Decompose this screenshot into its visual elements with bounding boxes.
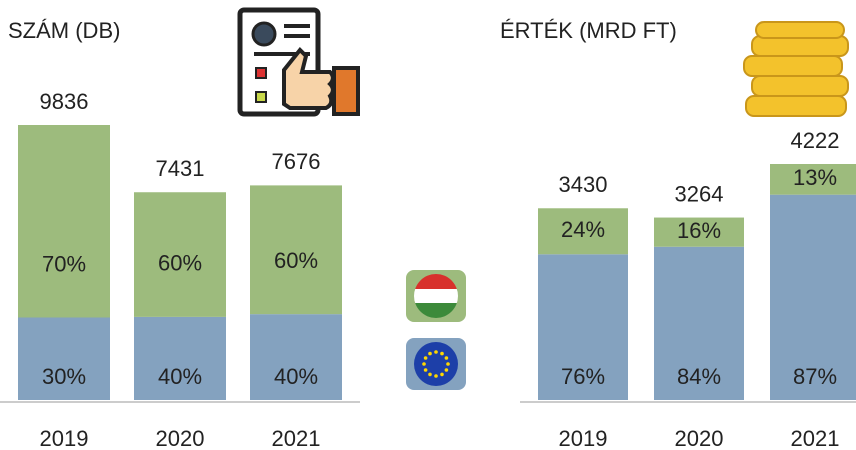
bar-segment	[654, 246, 744, 400]
bar-segment	[770, 164, 856, 195]
value-label: 40%	[274, 364, 318, 389]
hungarian-flag-icon	[406, 270, 466, 322]
bar-segment	[654, 217, 744, 247]
chart-title: ÉRTÉK (MRD FT)	[500, 18, 677, 43]
document-icon	[237, 7, 360, 117]
chart-title: SZÁM (DB)	[8, 18, 120, 43]
x-tick-label: 2019	[40, 426, 89, 450]
coins-icon	[743, 21, 849, 117]
value-label: 60%	[158, 251, 202, 276]
total-label: 3430	[559, 172, 608, 197]
total-label: 4222	[791, 128, 840, 153]
total-label: 7431	[156, 156, 205, 181]
value-label: 84%	[677, 364, 721, 389]
bar-segment	[250, 314, 342, 400]
value-label: 40%	[158, 364, 202, 389]
x-tick-label: 2020	[675, 426, 724, 450]
bar-segment	[134, 192, 226, 317]
value-label: 60%	[274, 248, 318, 273]
bar-segment	[18, 125, 110, 318]
x-tick-label: 2021	[272, 426, 321, 450]
value-label: 76%	[561, 364, 605, 389]
bar-segment	[18, 317, 110, 400]
total-label: 3264	[675, 181, 724, 206]
value-label: 30%	[42, 364, 86, 389]
x-tick-label: 2020	[156, 426, 205, 450]
x-tick-label: 2019	[559, 426, 608, 450]
value-label: 70%	[42, 251, 86, 276]
value-label: 16%	[677, 218, 721, 243]
total-label: 7676	[272, 149, 321, 174]
value-label: 13%	[793, 165, 837, 190]
bar-segment	[134, 316, 226, 400]
bar-segment	[538, 208, 628, 255]
eu-flag-icon	[406, 338, 466, 390]
x-tick-label: 2021	[791, 426, 840, 450]
value-label: 87%	[793, 364, 837, 389]
bar-segment	[538, 254, 628, 400]
bar-segment	[770, 194, 856, 400]
value-label: 24%	[561, 217, 605, 242]
total-label: 9836	[40, 89, 89, 114]
bar-segment	[250, 185, 342, 315]
